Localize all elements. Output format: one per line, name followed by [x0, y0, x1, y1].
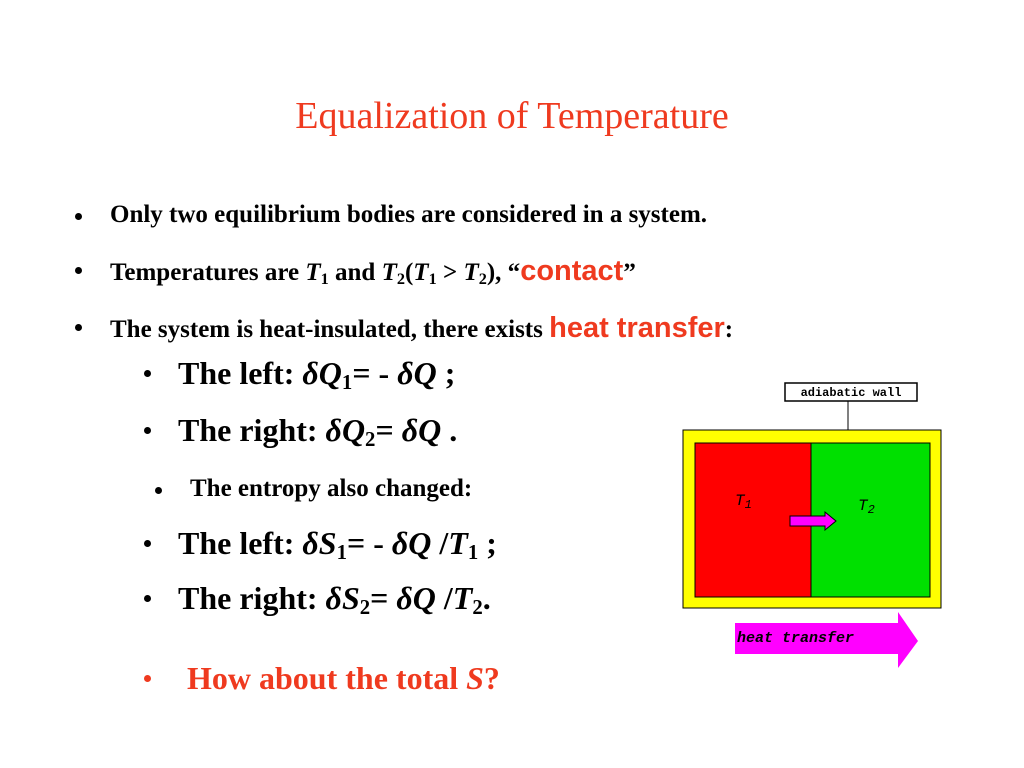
text: T: [413, 259, 429, 286]
text: ”: [623, 259, 636, 286]
text: ?: [483, 660, 500, 696]
text: (: [404, 259, 414, 286]
text: Q: [412, 580, 436, 616]
text: :: [724, 316, 734, 343]
text: = -: [352, 355, 398, 391]
text: The system is heat-insulated, there exis…: [110, 316, 550, 343]
heat-arrow: [735, 612, 918, 668]
bullet: Temperatures are T1 and T2(T1 > T2), “co…: [75, 255, 636, 289]
text: T: [463, 259, 479, 286]
text: heat transfer: [549, 312, 725, 344]
text: Q: [318, 355, 342, 391]
text: δ: [325, 412, 342, 448]
text: T: [305, 259, 321, 286]
text: Only two equilibrium bodies are consider…: [110, 201, 708, 228]
text: The left:: [178, 525, 303, 561]
text: How about the total: [187, 660, 467, 696]
text: T: [735, 492, 746, 510]
text: 1: [341, 371, 353, 395]
slide-title: Equalization of Temperature: [295, 95, 729, 137]
text: ;: [478, 525, 497, 561]
text: S: [318, 525, 337, 561]
text: The right:: [178, 580, 326, 616]
wall-label-box: [784, 382, 918, 402]
text: .: [441, 412, 458, 448]
text: δ: [397, 355, 414, 391]
text: >: [436, 259, 464, 286]
text: Q: [341, 412, 366, 448]
text: T: [448, 525, 468, 561]
text: The left:: [178, 355, 303, 391]
sub-bullet: The right: δS2= δQ /T2.: [144, 580, 491, 620]
text: Temperatures are: [110, 259, 306, 286]
text: Q: [408, 525, 432, 561]
text: = -: [347, 525, 392, 561]
text: =: [370, 580, 397, 616]
contact-arrow: [789, 510, 837, 532]
text: S: [466, 660, 484, 696]
text: ), “: [486, 259, 521, 286]
left-label: T1: [735, 492, 752, 512]
sub-bullet: The left: δS1= - δQ /T1 ;: [144, 525, 497, 565]
text: δ: [396, 580, 413, 616]
text: δ: [325, 580, 342, 616]
text: 1: [336, 541, 347, 565]
text: contact: [520, 255, 624, 287]
wall-label: adiabatic wall: [801, 386, 902, 400]
text: δ: [302, 355, 319, 391]
text: =: [375, 412, 402, 448]
text: 2: [472, 596, 483, 620]
text: 1: [428, 270, 437, 289]
text: 1: [320, 270, 329, 289]
bullet: Only two equilibrium bodies are consider…: [75, 201, 708, 229]
text: and: [328, 259, 382, 286]
bullet: The system is heat-insulated, there exis…: [75, 312, 734, 345]
right-label: T2: [858, 497, 875, 517]
text: 2: [396, 270, 405, 289]
text: Q: [413, 355, 437, 391]
sub-bullet: The right: δQ2= δQ .: [144, 412, 458, 452]
text: δ: [401, 412, 419, 448]
text: 2: [365, 428, 376, 452]
sub-bullet: How about the total S?: [144, 660, 500, 697]
text: ;: [436, 355, 456, 391]
text: 1: [745, 498, 752, 512]
text: 1: [467, 541, 479, 565]
text: 2: [359, 596, 371, 620]
text: S: [341, 580, 360, 616]
text: The entropy also changed:: [190, 475, 473, 502]
text: /: [431, 525, 449, 561]
sub-bullet: The left: δQ1= - δQ ;: [144, 355, 456, 395]
text: T: [858, 497, 869, 515]
text: 2: [478, 270, 487, 289]
text: δ: [391, 525, 409, 561]
text: Q: [418, 412, 442, 448]
sub-bullet: The entropy also changed:: [155, 475, 473, 503]
text: T: [381, 259, 397, 286]
text: T: [452, 580, 473, 616]
text: The right:: [178, 412, 326, 448]
text: 2: [868, 503, 875, 517]
heat-arrow-label: heat transfer: [737, 630, 854, 647]
text: .: [482, 580, 491, 616]
text: δ: [302, 525, 319, 561]
text: /: [435, 580, 453, 616]
